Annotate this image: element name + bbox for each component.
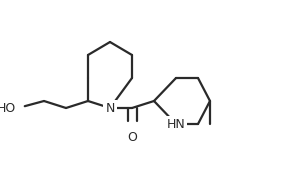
Text: N: N xyxy=(105,102,115,114)
Text: O: O xyxy=(127,131,137,144)
Text: HN: HN xyxy=(167,118,185,130)
Text: HO: HO xyxy=(0,102,16,114)
